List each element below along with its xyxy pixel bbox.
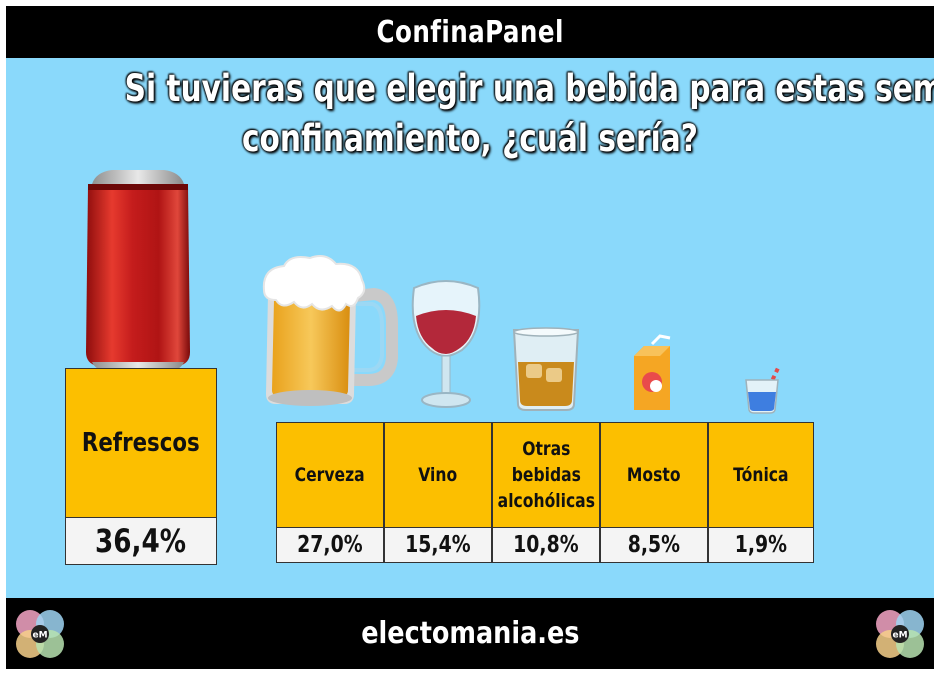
- category-value-5: 1,9%: [708, 527, 814, 563]
- beer-mug-icon: [262, 255, 398, 406]
- category-label-2: Vino: [384, 422, 492, 528]
- site-url: electomania.es: [360, 616, 580, 651]
- tonic-glass-icon: [745, 367, 780, 414]
- logo-text-left: eM: [32, 631, 47, 641]
- electomania-logo-left: eM: [16, 610, 64, 658]
- category-label-0: Refrescos: [65, 368, 217, 518]
- category-label-1: Cerveza: [276, 422, 384, 528]
- category-label-3: Otras bebidas alcohólicas: [492, 422, 600, 528]
- whisky-glass-icon: [512, 327, 580, 411]
- category-value-0: 36,4%: [65, 517, 217, 565]
- soda-can-icon: [86, 170, 190, 371]
- category-value-2: 15,4%: [384, 527, 492, 563]
- category-value-4: 8,5%: [600, 527, 708, 563]
- juice-box-icon: [634, 334, 671, 410]
- wine-glass-icon: [411, 280, 481, 408]
- header-title: ConfinaPanel: [376, 14, 564, 50]
- category-label-4: Mosto: [600, 422, 708, 528]
- footer-bar: electomania.es eM eM: [6, 598, 934, 669]
- electomania-logo-right: eM: [876, 610, 924, 658]
- question-line-1: Si tuvieras que elegir una bebida para e…: [124, 67, 934, 110]
- category-label-5: Tónica: [708, 422, 814, 528]
- question-line-2: confinamiento, ¿cuál sería?: [242, 117, 698, 160]
- header-bar: ConfinaPanel: [6, 6, 934, 58]
- question-title: Si tuvieras que elegir una bebida para e…: [6, 64, 934, 164]
- category-value-3: 10,8%: [492, 527, 600, 563]
- logo-text-right: eM: [892, 631, 907, 641]
- category-value-1: 27,0%: [276, 527, 384, 563]
